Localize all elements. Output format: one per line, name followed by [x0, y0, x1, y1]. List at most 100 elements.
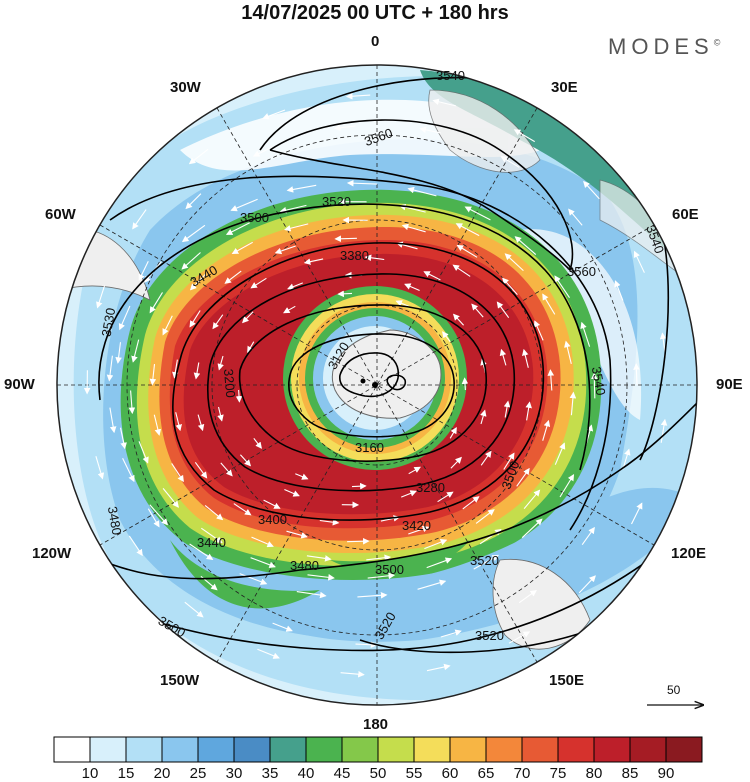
wind-arrow — [185, 193, 202, 210]
wind-vector-arrows — [83, 92, 668, 678]
lon-label-30e: 30E — [551, 79, 578, 96]
wind-arrow — [128, 535, 143, 557]
colorbar-tick-label: 90 — [657, 765, 675, 782]
wind-arrow — [334, 235, 357, 243]
wind-arrow — [473, 554, 499, 570]
lon-label-90w: 90W — [4, 376, 35, 393]
wind-arrow — [138, 441, 149, 464]
wind-arrow — [287, 282, 304, 290]
colorbar-tick-label: 65 — [477, 765, 495, 782]
contour-label: 3280 — [416, 480, 445, 495]
wind-arrow — [461, 377, 469, 391]
wind-arrow — [533, 320, 544, 341]
wind-arrow — [631, 502, 643, 525]
colorbar-tick-label: 30 — [225, 765, 243, 782]
wind-arrow — [401, 223, 426, 233]
wind-arrow — [347, 537, 370, 545]
wind-arrow — [496, 301, 510, 319]
colorbar-tick-label: 55 — [405, 765, 423, 782]
wind-arrow — [253, 437, 262, 449]
wind-arrow — [171, 463, 184, 483]
wind-arrow — [480, 450, 492, 466]
wind-arrow — [559, 474, 575, 498]
lon-label-60e: 60E — [672, 206, 699, 223]
wind-arrow — [442, 331, 451, 343]
wind-arrow — [521, 518, 543, 539]
wind-arrow — [564, 340, 572, 365]
wind-arrow — [189, 310, 201, 328]
logo-copyright-mark: © — [713, 37, 721, 48]
contour-label: 3520 — [470, 553, 499, 568]
station-dot — [360, 378, 366, 384]
contour-label: 3160 — [355, 440, 384, 455]
wind-arrow — [235, 389, 243, 403]
wind-arrow — [128, 390, 136, 415]
colorbar-tick-label: 25 — [189, 765, 207, 782]
wind-arrow — [554, 275, 570, 299]
wind-arrow — [404, 283, 420, 292]
wind-arrow — [283, 305, 296, 314]
colorbar-tick-label: 45 — [333, 765, 351, 782]
wind-arrow — [181, 252, 201, 270]
wind-arrow — [172, 359, 179, 379]
wind-arrow — [357, 591, 388, 599]
wind-arrow — [345, 92, 371, 100]
wind-arrow — [408, 525, 430, 535]
wind-arrow — [522, 348, 529, 368]
wind-arrow — [162, 488, 179, 508]
wind-arrow — [503, 452, 515, 470]
colorbar-tick-label: 20 — [153, 765, 171, 782]
contour-label: 3480 — [290, 558, 319, 573]
wind-arrow — [504, 253, 524, 272]
contour-label: 3540 — [436, 68, 465, 83]
wind-arrow — [340, 670, 365, 678]
colorbar-tick-label: 10 — [81, 765, 99, 782]
wind-arrow — [217, 406, 224, 422]
reference-vector-label: 50 — [667, 683, 681, 697]
wind-arrow — [274, 245, 296, 255]
colorbar-tick-label: 40 — [297, 765, 315, 782]
contour-label: 3540 — [589, 365, 609, 396]
wind-arrow — [220, 462, 233, 477]
wind-arrow — [118, 305, 131, 331]
wind-arrow — [449, 426, 457, 439]
wind-arrow — [471, 303, 484, 318]
wind-arrow — [660, 418, 668, 443]
wind-arrow — [181, 224, 206, 243]
wind-arrow — [513, 129, 535, 143]
wind-arrow — [225, 222, 250, 235]
wind-arrow — [284, 488, 300, 497]
wind-arrow — [424, 539, 448, 550]
wind-arrow — [437, 491, 454, 503]
contour-label: 3200 — [221, 368, 238, 398]
wind-arrow — [432, 98, 457, 107]
wind-arrow — [189, 273, 207, 291]
wind-arrow — [250, 277, 267, 289]
contour-label: 3560 — [567, 264, 596, 279]
wind-arrow — [581, 526, 595, 546]
wind-arrow — [475, 509, 495, 524]
wind-arrow — [239, 454, 252, 467]
map-border — [56, 64, 698, 706]
wind-arrow — [614, 280, 624, 301]
wind-arrow — [233, 503, 252, 516]
wind-arrow — [153, 414, 162, 436]
wind-arrow — [366, 554, 392, 562]
map-title: 14/07/2025 00 UTC + 180 hrs — [241, 2, 509, 24]
pole-dot — [372, 382, 378, 388]
wind-arrow — [452, 264, 471, 277]
wind-arrow — [542, 293, 556, 315]
wind-arrow — [175, 412, 182, 432]
wind-arrow — [452, 313, 465, 326]
colorbar-tick-label: 75 — [549, 765, 567, 782]
wind-arrow — [462, 496, 480, 510]
wind-arrow — [450, 456, 462, 469]
contour-label: 3520 — [322, 194, 351, 209]
wind-arrow — [426, 557, 453, 569]
wind-arrow — [257, 648, 280, 659]
contour-label: 3420 — [402, 518, 431, 533]
wind-arrow — [239, 573, 268, 585]
contour-label: 3520 — [475, 628, 504, 643]
wind-arrow — [286, 530, 308, 539]
